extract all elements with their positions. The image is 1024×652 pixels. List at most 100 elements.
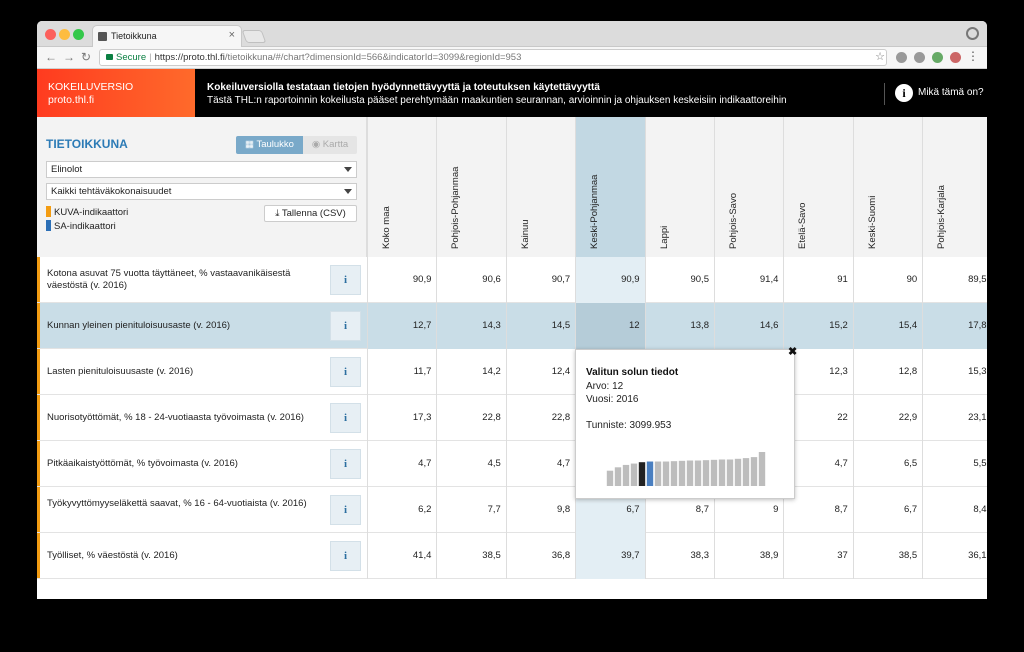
table-cell[interactable]: 15,2 <box>783 303 853 349</box>
table-row[interactable]: Kunnan yleinen pienituloisuusaste (v. 20… <box>37 303 987 349</box>
table-cell[interactable]: 6,7 <box>852 487 922 533</box>
table-cell[interactable]: 38,5 <box>436 533 505 579</box>
info-icon[interactable]: i <box>330 311 361 341</box>
reload-icon[interactable]: ↻ <box>81 50 92 64</box>
table-cell[interactable]: 36,1 <box>922 533 987 579</box>
table-cell[interactable]: 38,5 <box>852 533 922 579</box>
table-cell[interactable]: 90,9 <box>367 257 436 303</box>
close-window-button[interactable] <box>45 29 56 40</box>
extension-icon[interactable] <box>950 52 961 63</box>
bookmark-star-icon[interactable]: ☆ <box>875 51 885 63</box>
table-cell[interactable]: 11,7 <box>367 349 436 395</box>
column-header[interactable]: Keski-Suomi <box>852 117 923 257</box>
column-header[interactable]: Kainuu <box>505 117 576 257</box>
table-cell[interactable]: 22,8 <box>436 395 505 441</box>
table-cell[interactable]: 14,5 <box>505 303 576 349</box>
table-row[interactable]: Lasten pienituloisuusaste (v. 2016) i 11,7… <box>37 349 987 395</box>
table-cell[interactable]: 8,7 <box>644 487 714 533</box>
info-icon[interactable]: i <box>330 541 361 571</box>
info-icon[interactable]: i <box>330 403 361 433</box>
column-header[interactable]: Lappi <box>644 117 714 257</box>
table-view-toggle[interactable]: ▦ Taulukko <box>236 136 303 154</box>
table-cell[interactable]: 90,7 <box>505 257 575 303</box>
menu-icon[interactable]: ⋮ <box>967 49 979 63</box>
info-icon[interactable]: i <box>895 84 913 102</box>
table-cell[interactable]: 13,8 <box>644 303 714 349</box>
column-header[interactable]: Pohjois-Karjala <box>922 117 987 257</box>
close-tab-icon[interactable]: × <box>228 29 235 41</box>
table-row[interactable]: Työkyvyttömyyseläkettä saavat, % 16 - 64… <box>37 487 987 533</box>
browser-tab[interactable]: Tietoikkuna × <box>92 25 242 47</box>
table-cell[interactable]: 8,7 <box>783 487 852 533</box>
table-cell[interactable]: 91 <box>783 257 852 303</box>
table-cell[interactable]: 38,3 <box>644 533 714 579</box>
scope-select[interactable]: Kaikki tehtäväkokonaisuudet <box>46 183 357 200</box>
table-cell[interactable]: 5,5 <box>922 441 987 487</box>
column-header[interactable]: Pohjois-Savo <box>714 117 784 257</box>
zoom-window-button[interactable] <box>73 29 84 40</box>
table-cell[interactable]: 12 <box>575 303 645 349</box>
table-cell[interactable]: 7,7 <box>436 487 505 533</box>
table-cell[interactable]: 9,8 <box>505 487 575 533</box>
table-cell[interactable]: 14,3 <box>436 303 506 349</box>
extension-icon[interactable] <box>932 52 943 63</box>
table-cell[interactable]: 39,7 <box>575 533 645 579</box>
table-cell[interactable]: 22,9 <box>852 395 922 441</box>
table-cell[interactable]: 14,2 <box>436 349 505 395</box>
table-cell[interactable]: 37 <box>783 533 852 579</box>
info-icon[interactable]: i <box>330 449 361 479</box>
table-cell[interactable]: 4,7 <box>367 441 436 487</box>
info-icon[interactable]: i <box>330 495 361 525</box>
table-cell[interactable]: 23,1 <box>922 395 987 441</box>
info-icon[interactable]: i <box>330 357 361 387</box>
table-row[interactable]: Pitkäaikaistyöttömät, % työvoimasta (v. … <box>37 441 987 487</box>
table-cell[interactable]: 90,6 <box>436 257 505 303</box>
table-cell[interactable]: 8,4 <box>922 487 987 533</box>
address-bar[interactable]: Secure | https://proto.thl.fi/tietoikkuna/… <box>99 49 887 66</box>
table-cell[interactable]: 14,6 <box>714 303 784 349</box>
map-view-toggle[interactable]: ◉ Kartta <box>303 136 357 154</box>
table-cell[interactable]: 6,5 <box>852 441 922 487</box>
camera-icon[interactable] <box>914 52 925 63</box>
table-cell[interactable]: 17,3 <box>367 395 436 441</box>
forward-icon[interactable]: → <box>63 50 75 64</box>
table-cell[interactable]: 15,4 <box>852 303 923 349</box>
table-cell[interactable]: 90,9 <box>575 257 645 303</box>
extension-icon[interactable] <box>896 52 907 63</box>
save-csv-button[interactable]: ⤓ Tallenna (CSV) <box>264 205 357 222</box>
about-link[interactable]: Mikä tämä on? <box>918 87 984 98</box>
account-icon[interactable] <box>966 27 979 40</box>
row-label: Työkyvyttömyyseläkettä saavat, % 16 - 64… <box>47 498 307 509</box>
table-cell[interactable]: 9 <box>714 487 783 533</box>
table-cell[interactable]: 22,8 <box>505 395 575 441</box>
column-header[interactable]: Pohjois-Pohjanmaa <box>436 117 506 257</box>
close-icon[interactable]: ✖ <box>788 346 798 358</box>
theme-select[interactable]: Elinolot <box>46 161 357 178</box>
table-cell[interactable]: 12,4 <box>505 349 575 395</box>
table-cell[interactable]: 90,5 <box>644 257 714 303</box>
table-cell[interactable]: 15,3 <box>922 349 987 395</box>
table-cell[interactable]: 6,2 <box>367 487 436 533</box>
table-cell[interactable]: 36,8 <box>505 533 575 579</box>
table-cell[interactable]: 91,4 <box>714 257 783 303</box>
table-row[interactable]: Nuorisotyöttömät, % 18 - 24-vuotiaasta t… <box>37 395 987 441</box>
table-cell[interactable]: 38,9 <box>714 533 783 579</box>
column-header[interactable]: Keski-Pohjanmaa <box>575 117 645 257</box>
table-cell[interactable]: 4,7 <box>505 441 575 487</box>
back-icon[interactable]: ← <box>45 50 57 64</box>
brand-block[interactable]: KOKEILUVERSIO proto.thl.fi <box>37 69 195 117</box>
table-cell[interactable]: 90 <box>852 257 922 303</box>
table-cell[interactable]: 17,8 <box>922 303 987 349</box>
table-cell[interactable]: 4,5 <box>436 441 505 487</box>
table-cell[interactable]: 12,8 <box>852 349 922 395</box>
new-tab-button[interactable] <box>241 30 267 43</box>
table-cell[interactable]: 12,7 <box>367 303 437 349</box>
table-cell[interactable]: 89,5 <box>922 257 987 303</box>
info-icon[interactable]: i <box>330 265 361 295</box>
table-row[interactable]: Kotona asuvat 75 vuotta täyttäneet, % va… <box>37 257 987 303</box>
minimize-window-button[interactable] <box>59 29 70 40</box>
table-row[interactable]: Työlliset, % väestöstä (v. 2016) i 41,4 38,… <box>37 533 987 579</box>
column-header[interactable]: Koko maa <box>367 117 437 257</box>
table-cell[interactable]: 41,4 <box>367 533 436 579</box>
column-header[interactable]: Etelä-Savo <box>783 117 853 257</box>
